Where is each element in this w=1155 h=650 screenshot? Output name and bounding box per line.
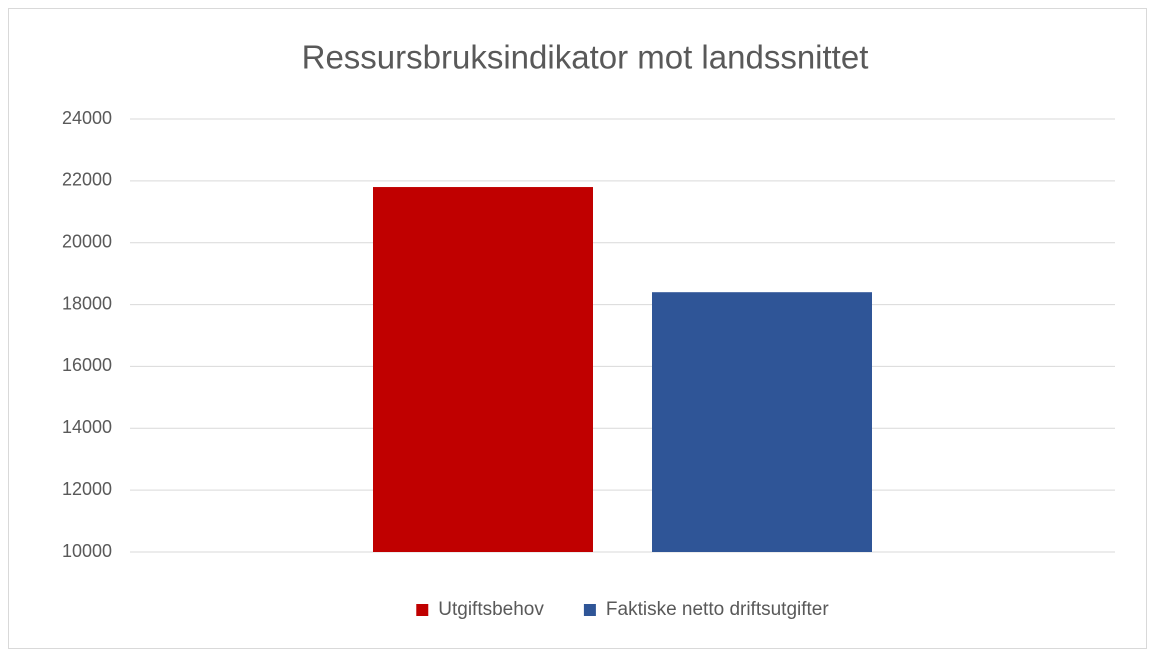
y-tick-label: 16000 <box>62 355 112 375</box>
chart-title: Ressursbruksindikator mot landssnittet <box>302 39 869 76</box>
legend-swatch <box>583 604 596 616</box>
bar <box>373 187 593 553</box>
y-tick-label: 12000 <box>62 479 112 499</box>
legend-swatch <box>416 604 429 616</box>
y-tick-label: 22000 <box>62 170 112 190</box>
y-tick-label: 14000 <box>62 417 112 437</box>
bar <box>652 292 872 552</box>
y-tick-label: 10000 <box>62 541 112 561</box>
y-tick-label: 20000 <box>62 231 112 251</box>
legend-label: Utgiftsbehov <box>438 599 544 620</box>
legend-label: Faktiske netto driftsutgifter <box>606 599 829 620</box>
y-tick-label: 24000 <box>62 108 112 128</box>
y-tick-label: 18000 <box>62 293 112 313</box>
